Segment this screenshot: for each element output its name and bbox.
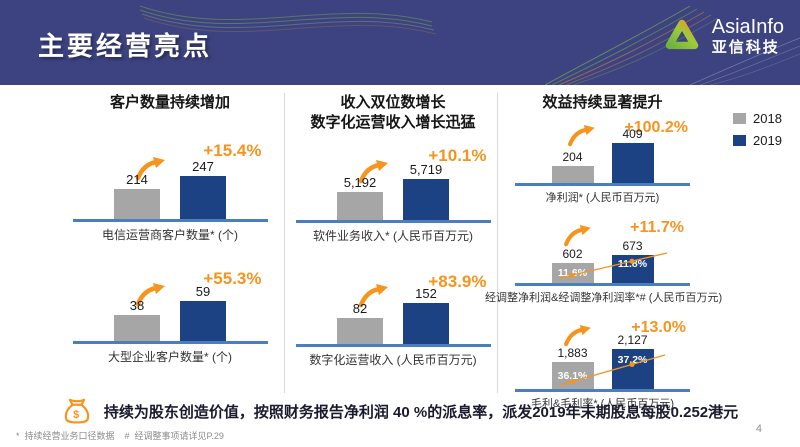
column-divider [497, 93, 498, 393]
bar-value-2019: 673 [622, 239, 643, 254]
growth-label: +10.1% [428, 145, 487, 165]
column-title: 效益持续显著提升 [542, 94, 663, 111]
bar-chart-software-revenue: +10.1% 5,192 5,719 [293, 146, 493, 244]
column-customers: 客户数量持续增加 +15.4% 214 247 [60, 93, 280, 365]
footnote: * 持续经营业务口径数据 # 经调整事项请详见P.29 [16, 431, 224, 441]
bar-value-2018: 204 [562, 150, 583, 165]
bar-value-2018: 82 [352, 300, 368, 316]
bar-value-2019: 59 [195, 284, 211, 300]
bar-chart-digital-ops-revenue: +83.9% 82 152 [293, 272, 493, 368]
bar-value-2019: 152 [415, 285, 437, 301]
header-banner: 主要经营亮点 AsiaInfo 亚信科技 [0, 0, 800, 85]
legend-label-2019: 2019 [753, 133, 782, 148]
column-divider [284, 93, 285, 393]
decorative-swirls [139, 5, 800, 85]
bar-value-2019: 247 [192, 159, 214, 175]
chart-caption: 经调整净利润&经调整净利润率*# (人民币百万元) [485, 292, 723, 305]
bar-2019 [403, 178, 449, 220]
bar-2018: 36.1% [551, 362, 594, 390]
growth-label: +100.2% [624, 119, 688, 137]
asiainfo-logo-icon [665, 19, 699, 50]
bar-2019 [180, 301, 226, 342]
column-title: 客户数量持续增加 [109, 94, 230, 111]
growth-arrow-icon [567, 125, 595, 147]
logo-text: AsiaInfo 亚信科技 [712, 16, 784, 56]
chart-caption: 毛利&毛利率* (人民币百万元) [531, 398, 674, 411]
column-title-line2: 数字化运营收入增长迅猛 [310, 114, 476, 132]
growth-label: +13.0% [631, 319, 686, 337]
bar-2018: 11.6% [551, 263, 594, 284]
growth-arrow-icon [135, 283, 165, 307]
growth-label: +15.4% [203, 141, 262, 161]
rate-label-2019: 11.8% [617, 258, 648, 271]
rate-label-2018: 36.1% [557, 370, 588, 383]
growth-arrow-icon [358, 283, 388, 307]
column-title-line1: 收入双位数增长 [340, 94, 446, 111]
bar-chart-adjusted-net-profit: +11.7% 602 11.6% 673 [485, 219, 722, 305]
chart-caption: 数字化运营收入 (人民币百万元) [309, 352, 477, 367]
bar-value-2019: 2,127 [617, 333, 648, 348]
legend-swatch-2019 [733, 135, 746, 146]
column-profitability: 效益持续显著提升 +100.2% 204 409 [485, 93, 722, 411]
chart-caption: 大型企业客户数量* (个) [108, 350, 232, 365]
logo-text-cn: 亚信科技 [711, 38, 780, 56]
dividend-highlight: $ 持续为股东创造价值，按照财务报告净利润 40 %的派息率，派发2019年末期… [0, 396, 800, 426]
growth-label: +11.7% [630, 219, 684, 237]
growth-arrow-icon [358, 159, 388, 183]
bar-chart-telecom-customers: +15.4% 214 247 [60, 141, 280, 243]
growth-label: +55.3% [203, 269, 262, 289]
chart-caption: 电信运营商客户数量* (个) [102, 228, 238, 243]
legend-swatch-2018 [733, 113, 746, 124]
legend-label-2018: 2018 [753, 111, 782, 126]
bar-2019: 37.2% [611, 349, 654, 390]
money-bag-icon: $ [64, 398, 90, 424]
bar-2018 [114, 315, 160, 342]
growth-label: +83.9% [428, 271, 487, 291]
bar-2019 [611, 143, 654, 184]
bar-value-2018: 5,192 [343, 174, 377, 190]
logo-text-en: AsiaInfo [711, 15, 784, 38]
chart-caption: 净利润* (人民币百万元) [545, 192, 660, 205]
rate-label-2019: 37.2% [617, 354, 648, 367]
bar-2019 [403, 302, 449, 344]
bar-2019: 11.8% [611, 255, 654, 284]
legend-item-2018: 2018 [733, 111, 782, 126]
bar-value-2018: 38 [129, 298, 145, 314]
bar-chart-enterprise-customers: +55.3% 38 59 [60, 269, 280, 365]
column-title: 收入双位数增长 数字化运营收入增长迅猛 [293, 93, 493, 134]
bar-2018 [337, 317, 383, 344]
asiainfo-logo: AsiaInfo 亚信科技 [661, 15, 784, 57]
growth-arrow-icon [135, 157, 165, 181]
svg-text:$: $ [73, 409, 79, 421]
bar-chart-net-profit: +100.2% 204 409 [515, 119, 690, 205]
growth-arrow-icon [563, 225, 591, 247]
page-title: 主要经营亮点 [38, 31, 213, 61]
legend-item-2019: 2019 [733, 133, 782, 148]
growth-arrow-icon [563, 325, 591, 347]
bar-chart-gross-profit: +13.0% 1,883 36.1% 2,127 [515, 319, 690, 411]
bar-2018 [337, 191, 383, 220]
chart-caption: 软件业务收入* (人民币百万元) [313, 228, 473, 243]
bar-value-2018: 1,883 [557, 346, 588, 361]
column-revenue: 收入双位数增长 数字化运营收入增长迅猛 +10.1% 5,192 [293, 93, 493, 368]
chart-legend: 2018 2019 [733, 111, 782, 148]
bar-2018 [551, 166, 594, 184]
bar-2018 [114, 189, 160, 220]
rate-label-2018: 11.6% [557, 267, 588, 280]
dividend-text: 持续为股东创造价值，按照财务报告净利润 40 %的派息率，派发2019年末期股息… [103, 403, 739, 421]
bar-value-2019: 409 [622, 127, 643, 142]
page-number: 4 [755, 423, 762, 435]
bar-value-2018: 214 [126, 172, 148, 188]
bar-value-2019: 5,719 [409, 161, 443, 177]
bar-2019 [180, 176, 226, 220]
bar-value-2018: 602 [562, 247, 583, 262]
content-area: 客户数量持续增加 +15.4% 214 247 [0, 85, 800, 447]
